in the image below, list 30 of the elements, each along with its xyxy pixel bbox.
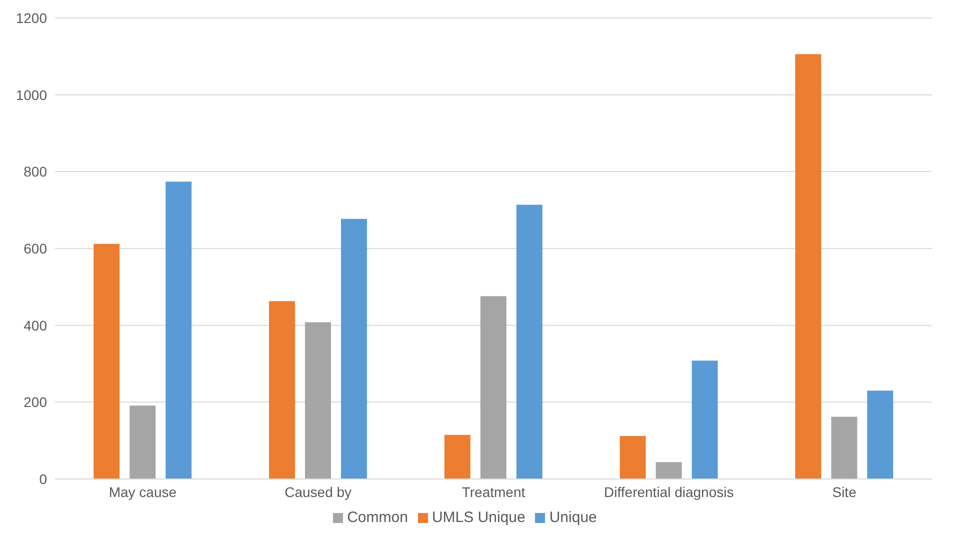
bar (620, 436, 646, 479)
bar (94, 244, 120, 479)
y-tick-label: 600 (24, 240, 48, 256)
bar (656, 462, 682, 479)
bar (130, 406, 156, 479)
bar (692, 360, 718, 479)
y-tick-label: 200 (24, 394, 48, 410)
bar (304, 322, 331, 479)
x-tick-label: Treatment (462, 484, 526, 500)
bar (480, 296, 506, 479)
y-tick-label: 1200 (16, 10, 48, 26)
x-tick-label: Differential diagnosis (604, 484, 734, 500)
x-tick-label: May cause (108, 484, 177, 500)
legend-label: Common (347, 509, 408, 526)
x-tick-label: Caused by (284, 484, 352, 500)
bar (444, 434, 470, 479)
bar (831, 416, 858, 479)
legend-label: UMLS Unique (432, 509, 526, 526)
bar (268, 301, 295, 479)
bar (516, 204, 542, 479)
bar (795, 54, 822, 479)
x-tick-label: Site (832, 484, 857, 500)
y-tick-label: 1000 (16, 86, 48, 103)
bar (867, 390, 894, 479)
legend-label: Unique (549, 509, 597, 526)
y-tick-label: 800 (24, 164, 48, 180)
bar (340, 218, 367, 479)
bar (166, 182, 192, 479)
y-tick-label: 0 (39, 470, 48, 487)
y-tick-label: 400 (24, 317, 48, 334)
